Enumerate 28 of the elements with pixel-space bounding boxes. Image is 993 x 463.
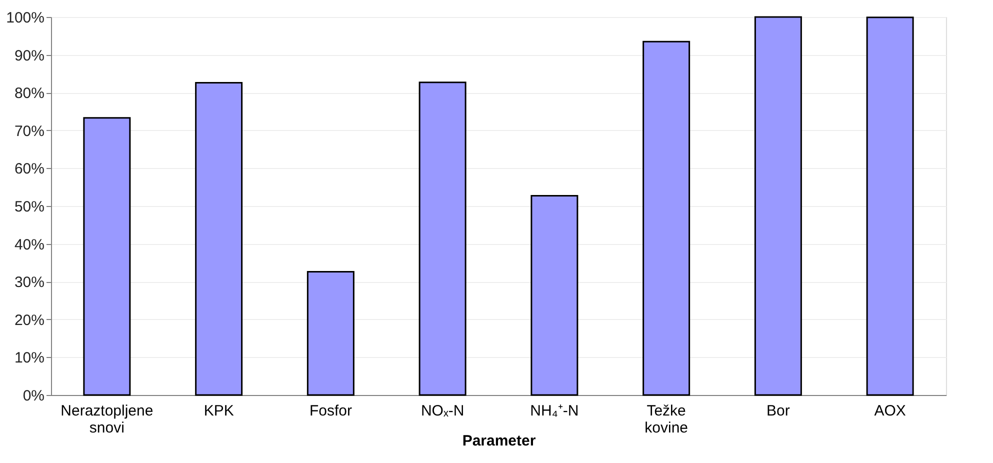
x-tick-label: AOX: [874, 402, 906, 420]
bar: [83, 117, 131, 396]
bar: [418, 82, 466, 396]
x-tick-label: Neraztopljene snovi: [60, 402, 154, 436]
y-tick-label: 10%: [14, 350, 44, 367]
bar: [754, 16, 802, 396]
bar: [195, 82, 243, 396]
bar: [866, 16, 914, 396]
bar: [306, 271, 354, 396]
y-tick-label: 90%: [14, 47, 44, 64]
y-tick-label: 50%: [14, 198, 44, 216]
y-tick-label: 60%: [14, 160, 44, 178]
y-tick-label: 70%: [14, 122, 44, 140]
y-tick-label: 30%: [14, 274, 44, 292]
y-tick-label: 100%: [6, 10, 44, 26]
x-tick-label: Bor: [766, 402, 790, 420]
x-axis-title: Parameter: [462, 432, 536, 450]
y-tick-label: 0%: [22, 388, 44, 404]
y-tick-label: 40%: [14, 236, 44, 254]
x-tick-label: Fosfor: [309, 402, 352, 420]
x-tick-label: NOₓ-N: [420, 402, 464, 420]
x-tick-label: Težke kovine: [644, 402, 688, 436]
bar: [530, 195, 578, 396]
x-tick-label: NH₄⁺-N: [530, 402, 579, 420]
y-tick-label: 80%: [14, 85, 44, 102]
y-tick-label: 20%: [14, 312, 44, 329]
x-tick-label: KPK: [204, 402, 234, 420]
bar: [642, 40, 690, 396]
